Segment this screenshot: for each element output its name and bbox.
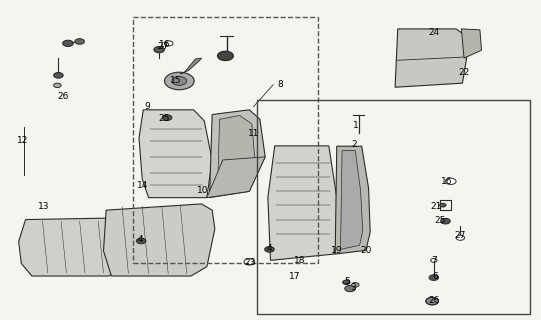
Text: 3: 3	[350, 284, 355, 292]
Circle shape	[429, 275, 439, 280]
Circle shape	[54, 83, 61, 88]
Text: 14: 14	[136, 180, 148, 189]
Bar	[133, 17, 318, 263]
Circle shape	[440, 203, 446, 207]
Text: 18: 18	[294, 256, 306, 266]
Circle shape	[164, 41, 173, 46]
Text: 4: 4	[266, 244, 272, 253]
Text: 12: 12	[17, 136, 28, 145]
Text: 1: 1	[352, 121, 358, 130]
Text: 16: 16	[441, 177, 452, 186]
Circle shape	[431, 259, 437, 262]
Text: 7: 7	[431, 256, 437, 265]
Polygon shape	[19, 218, 127, 276]
Text: 4: 4	[138, 236, 143, 244]
Circle shape	[244, 259, 255, 265]
Text: 16: 16	[159, 40, 170, 49]
Text: 8: 8	[277, 80, 283, 89]
Circle shape	[456, 235, 465, 240]
Circle shape	[426, 297, 439, 305]
Text: 25: 25	[159, 114, 170, 123]
Circle shape	[172, 76, 187, 85]
Circle shape	[441, 218, 450, 224]
Text: 21: 21	[430, 202, 441, 211]
Text: 23: 23	[245, 258, 256, 268]
Circle shape	[217, 51, 233, 60]
Text: 25: 25	[434, 216, 446, 225]
Text: 27: 27	[454, 231, 466, 240]
Text: 6: 6	[432, 272, 438, 281]
Text: 17: 17	[288, 272, 300, 281]
Bar	[258, 100, 530, 314]
Text: 26: 26	[57, 92, 68, 101]
Text: 26: 26	[428, 296, 439, 305]
Text: 27: 27	[158, 42, 169, 51]
Circle shape	[445, 178, 456, 184]
Circle shape	[63, 40, 73, 46]
Polygon shape	[340, 151, 363, 249]
Text: 15: 15	[170, 76, 182, 85]
Circle shape	[265, 246, 274, 252]
Circle shape	[342, 280, 350, 284]
Text: 20: 20	[360, 246, 372, 255]
Text: 11: 11	[248, 129, 259, 138]
Circle shape	[352, 283, 359, 287]
Polygon shape	[217, 116, 255, 191]
Polygon shape	[139, 110, 212, 198]
Polygon shape	[461, 29, 481, 58]
Polygon shape	[335, 146, 370, 254]
Polygon shape	[209, 110, 265, 198]
Circle shape	[136, 238, 146, 244]
Polygon shape	[103, 204, 215, 276]
Circle shape	[345, 285, 355, 292]
Text: 19: 19	[331, 246, 342, 255]
Polygon shape	[395, 29, 467, 87]
Circle shape	[75, 39, 84, 44]
Text: 13: 13	[38, 202, 49, 211]
Text: 10: 10	[197, 186, 208, 195]
Circle shape	[164, 72, 194, 90]
Circle shape	[54, 73, 63, 78]
Polygon shape	[268, 146, 339, 260]
Circle shape	[162, 115, 172, 121]
Polygon shape	[207, 157, 265, 198]
Text: 2: 2	[352, 140, 357, 149]
Circle shape	[154, 46, 164, 53]
Polygon shape	[180, 58, 202, 74]
Text: 9: 9	[144, 102, 150, 111]
Text: 5: 5	[345, 277, 350, 286]
Text: 24: 24	[428, 28, 439, 36]
Text: 22: 22	[458, 68, 470, 77]
